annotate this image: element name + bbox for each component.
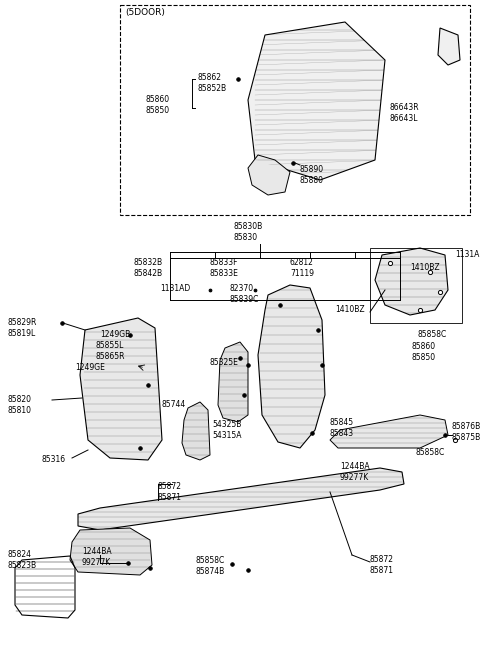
Text: 85832B: 85832B: [133, 258, 162, 267]
Polygon shape: [70, 528, 152, 575]
Text: 85872: 85872: [158, 482, 182, 491]
Text: 85845: 85845: [330, 418, 354, 427]
Text: 1131AD: 1131AD: [455, 250, 480, 259]
Text: 85874B: 85874B: [195, 567, 224, 576]
Text: 1244BA: 1244BA: [340, 462, 370, 471]
Text: (5DOOR): (5DOOR): [125, 8, 165, 17]
Text: 85872: 85872: [370, 555, 394, 564]
Text: 62812: 62812: [290, 258, 314, 267]
Text: 99277K: 99277K: [82, 558, 111, 567]
Text: 85830B: 85830B: [233, 222, 262, 231]
Text: 54325B: 54325B: [212, 420, 241, 429]
Text: 1410BZ: 1410BZ: [335, 305, 365, 314]
Text: 85860: 85860: [145, 95, 169, 104]
Text: 85871: 85871: [370, 566, 394, 575]
Text: 1249GB: 1249GB: [100, 330, 130, 339]
Text: 54315A: 54315A: [212, 431, 241, 440]
Text: 86643R: 86643R: [390, 103, 420, 112]
Polygon shape: [248, 155, 290, 195]
Polygon shape: [330, 415, 448, 448]
Text: 85860: 85860: [412, 342, 436, 351]
Text: 85890: 85890: [300, 165, 324, 174]
Text: 85744: 85744: [162, 400, 186, 409]
Text: 85820: 85820: [8, 395, 32, 404]
Text: 85865R: 85865R: [95, 352, 124, 361]
Polygon shape: [182, 402, 210, 460]
Text: 85858C: 85858C: [195, 556, 224, 565]
Text: 82370: 82370: [230, 284, 254, 293]
Text: 85839C: 85839C: [230, 295, 259, 304]
Text: 85876B: 85876B: [452, 422, 480, 431]
Text: 85858C: 85858C: [415, 448, 444, 457]
Polygon shape: [218, 342, 248, 422]
Text: 86643L: 86643L: [390, 114, 419, 123]
Text: 85833F: 85833F: [210, 258, 239, 267]
Text: 85858C: 85858C: [418, 330, 447, 339]
Text: 85850: 85850: [145, 106, 169, 115]
Text: 85823B: 85823B: [8, 561, 37, 570]
Text: 1131AD: 1131AD: [160, 284, 190, 293]
Polygon shape: [438, 28, 460, 65]
Text: 71119: 71119: [290, 269, 314, 278]
Text: 85862: 85862: [197, 73, 221, 82]
Text: 85316: 85316: [42, 455, 66, 464]
Text: 85880: 85880: [300, 176, 324, 185]
Text: 1249GE: 1249GE: [75, 363, 105, 372]
Text: 85871: 85871: [158, 493, 182, 502]
Text: 85819L: 85819L: [8, 329, 36, 338]
Text: 85875B: 85875B: [452, 433, 480, 442]
Text: 85830: 85830: [233, 233, 257, 242]
Text: 99277K: 99277K: [340, 473, 369, 482]
Polygon shape: [248, 22, 385, 180]
Text: 85810: 85810: [8, 406, 32, 415]
Text: 85855L: 85855L: [95, 341, 123, 350]
Polygon shape: [78, 468, 404, 530]
Polygon shape: [258, 285, 325, 448]
Polygon shape: [375, 248, 448, 315]
Text: 85850: 85850: [412, 353, 436, 362]
Text: 1410BZ: 1410BZ: [410, 263, 440, 272]
Text: 85833E: 85833E: [210, 269, 239, 278]
Text: 85842B: 85842B: [133, 269, 162, 278]
Text: 85824: 85824: [8, 550, 32, 559]
Text: 1244BA: 1244BA: [82, 547, 112, 556]
Text: 85852B: 85852B: [197, 84, 226, 93]
Text: 85325E: 85325E: [210, 358, 239, 367]
Text: 85843: 85843: [330, 429, 354, 438]
Text: 85829R: 85829R: [8, 318, 37, 327]
Polygon shape: [80, 318, 162, 460]
